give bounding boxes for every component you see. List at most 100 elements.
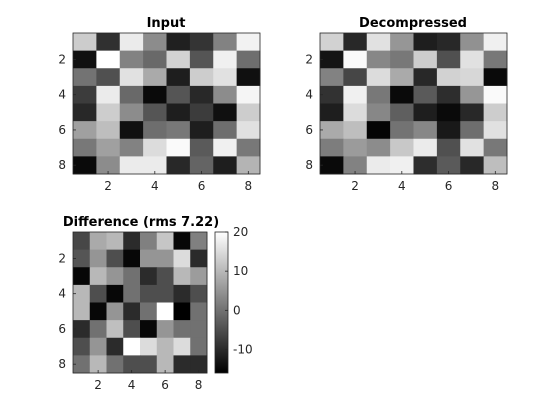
difference-cell-r8-c5 [140,355,158,374]
decompressed-cell-r1-c6 [436,33,461,52]
difference-cell-r4-c4 [123,284,141,303]
input-cell-r6-c3 [119,121,144,140]
input-cell-r7-c4 [143,138,167,157]
decompressed-cell-r4-c1 [320,85,344,104]
difference-cell-r5-c4 [123,302,141,321]
decompressed-cell-r7-c4 [390,138,414,157]
difference-cell-r6-c2 [89,320,107,339]
decompressed-cell-r8-c8 [483,156,508,175]
difference-cell-r8-c3 [106,355,124,374]
input-cell-r5-c7 [213,103,238,122]
decompressed-xtick-label-8: 8 [491,179,499,193]
decompressed-cell-r7-c5 [413,138,438,157]
difference-cell-r4-c8 [190,284,208,303]
input-ytick-label-2: 2 [58,52,66,66]
difference-cell-r4-c5 [140,284,158,303]
input-cell-r8-c3 [119,156,144,175]
input-cell-r6-c8 [236,121,261,140]
decompressed-cell-r5-c3 [366,103,391,122]
input-ytick-label-8: 8 [58,158,66,172]
decompressed-cell-r2-c2 [343,50,368,69]
decompressed-cell-r4-c6 [436,85,461,104]
difference-cell-r3-c8 [190,267,208,286]
difference-cell-r8-c1 [73,355,91,374]
decompressed-cell-r1-c5 [413,33,438,52]
input-cell-r4-c4 [143,85,167,104]
input-cell-r6-c5 [166,121,191,140]
input-cell-r3-c8 [236,68,261,87]
input-cell-r8-c1 [73,156,97,175]
decompressed-cell-r3-c5 [413,68,438,87]
difference-axes-box [72,231,208,374]
decompressed-cell-r5-c1 [320,103,344,122]
input-cell-r1-c7 [213,33,238,52]
input-cell-r4-c3 [119,85,144,104]
decompressed-cell-r7-c8 [483,138,508,157]
difference-cell-r4-c1 [73,284,91,303]
input-cell-r7-c1 [73,138,97,157]
decompressed-cell-r7-c1 [320,138,344,157]
input-cell-r1-c5 [166,33,191,52]
difference-cell-r6-c8 [190,320,208,339]
decompressed-cell-r2-c6 [436,50,461,69]
decompressed-cell-r1-c2 [343,33,368,52]
input-ytick-label-6: 6 [58,123,66,137]
colorbar: 20 10 0 -10 [214,225,253,374]
input-cell-r1-c3 [119,33,144,52]
decompressed-cell-r2-c7 [460,50,485,69]
decompressed-cell-r1-c4 [390,33,414,52]
input-cell-r3-c5 [166,68,191,87]
decompressed-cell-r1-c7 [460,33,485,52]
decompressed-cell-r7-c6 [436,138,461,157]
input-xtick-label-8: 8 [244,179,252,193]
decompressed-cell-r2-c3 [366,50,391,69]
input-cell-r3-c2 [96,68,121,87]
input-cell-r7-c6 [189,138,214,157]
decompressed-cell-r4-c3 [366,85,391,104]
input-cell-r7-c8 [236,138,261,157]
decompressed-cell-r6-c7 [460,121,485,140]
difference-ytick-label-8: 8 [58,357,66,371]
input-cell-r7-c5 [166,138,191,157]
decompressed-cell-r6-c1 [320,121,344,140]
panel-title-input: Input [147,16,186,31]
decompressed-cell-r6-c4 [390,121,414,140]
decompressed-cell-r5-c8 [483,103,508,122]
input-cell-r3-c1 [73,68,97,87]
difference-cell-r4-c3 [106,284,124,303]
decompressed-cell-r1-c3 [366,33,391,52]
difference-cell-r2-c8 [190,249,208,268]
decompressed-axes-box [319,32,508,175]
decompressed-cell-r2-c5 [413,50,438,69]
difference-cell-r1-c7 [173,232,191,251]
input-cell-r1-c8 [236,33,261,52]
difference-cell-r1-c6 [156,232,174,251]
difference-cell-r2-c2 [89,249,107,268]
difference-cell-r4-c7 [173,284,191,303]
decompressed-cell-r7-c7 [460,138,485,157]
decompressed-cell-r3-c8 [483,68,508,87]
input-cell-r5-c5 [166,103,191,122]
input-cell-r2-c3 [119,50,144,69]
decompressed-cell-r4-c2 [343,85,368,104]
difference-cell-r8-c8 [190,355,208,374]
difference-cell-r1-c8 [190,232,208,251]
input-cell-r1-c4 [143,33,167,52]
difference-cell-r6-c7 [173,320,191,339]
difference-cell-r6-c1 [73,320,91,339]
input-cell-r3-c7 [213,68,238,87]
decompressed-ytick-label-4: 4 [305,88,313,102]
input-cell-r8-c4 [143,156,167,175]
panel-decompressed: Decompressed 2 4 6 8 2 4 6 8 [305,16,508,193]
difference-cell-r1-c3 [106,232,124,251]
decompressed-cell-r5-c6 [436,103,461,122]
input-cell-r8-c5 [166,156,191,175]
difference-cell-r7-c2 [89,337,107,356]
difference-cell-r4-c2 [89,284,107,303]
difference-cell-r1-c4 [123,232,141,251]
difference-cell-r5-c5 [140,302,158,321]
difference-cell-r8-c4 [123,355,141,374]
decompressed-cell-r3-c7 [460,68,485,87]
decompressed-cell-r8-c7 [460,156,485,175]
decompressed-cell-r7-c2 [343,138,368,157]
